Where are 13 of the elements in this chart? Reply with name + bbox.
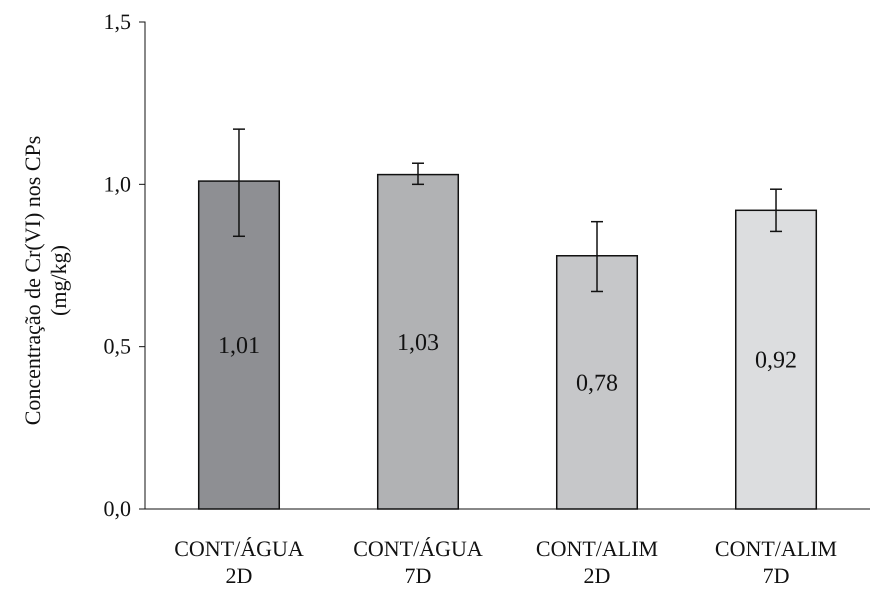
x-tick-label: CONT/ALIM 7D bbox=[714, 536, 838, 588]
y-tick-label: 0,0 bbox=[104, 496, 131, 522]
y-tick-label: 1,0 bbox=[104, 171, 131, 196]
y-tick-label: 1,5 bbox=[104, 9, 131, 34]
x-tick-label: CONT/ÁGUA 2D bbox=[174, 536, 304, 588]
y-axis-title: Concentração de Cr(VI) nos CPs (mg/kg) bbox=[20, 136, 71, 426]
data-label: 0,92 bbox=[755, 348, 798, 374]
data-label: 1,01 bbox=[218, 333, 260, 360]
x-tick-label: CONT/ÁGUA 7D bbox=[353, 536, 483, 588]
data-label: 0,78 bbox=[576, 370, 618, 396]
data-label: 1,03 bbox=[396, 330, 439, 356]
y-tick-label: 0,5 bbox=[104, 334, 131, 359]
x-tick-label: CONT/ALIM 2D bbox=[536, 536, 658, 588]
